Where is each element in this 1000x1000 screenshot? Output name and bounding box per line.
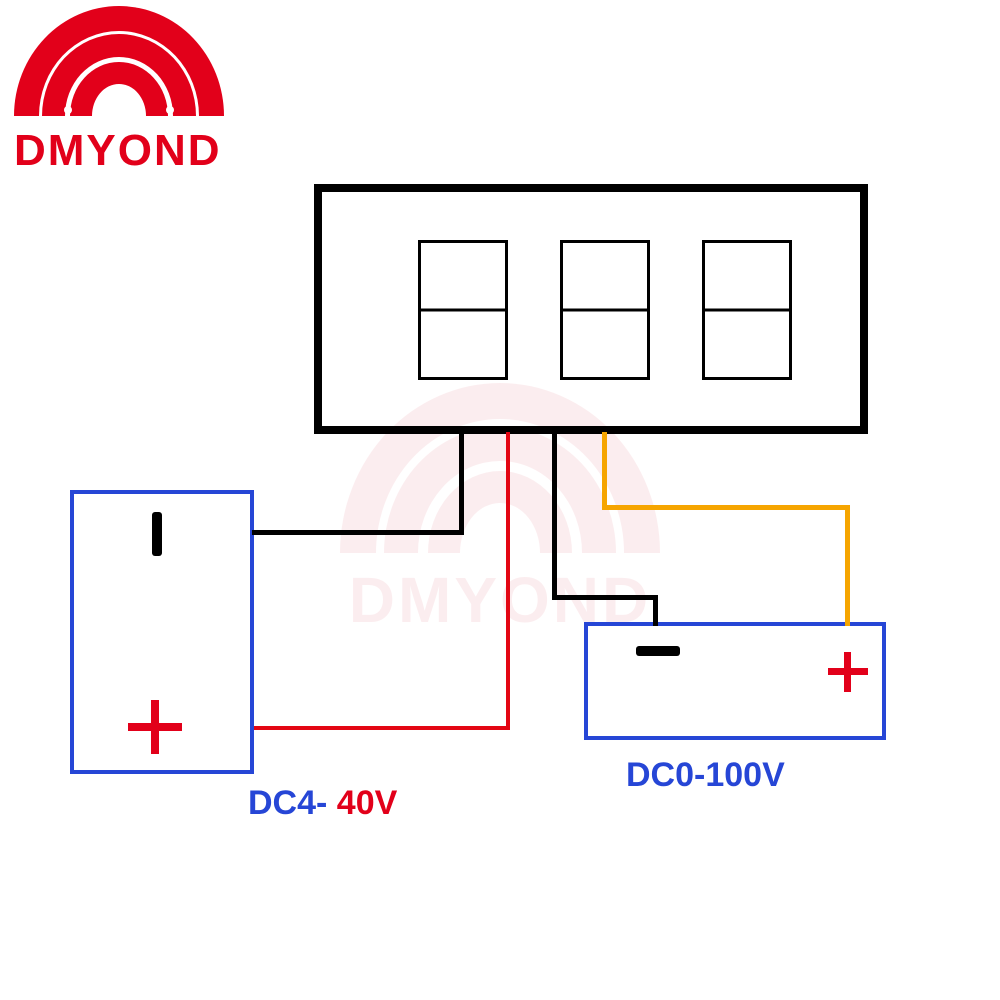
label-dc4-40v: DC4- 40V (248, 784, 397, 823)
label-prefix: DC4- (248, 784, 337, 822)
seven-segment-digit (560, 240, 650, 380)
seven-segment-digit (702, 240, 792, 380)
plus-terminal-icon (828, 652, 868, 692)
minus-terminal-icon (152, 512, 162, 556)
brand-arcs-icon (14, 6, 224, 136)
minus-terminal-icon (636, 646, 680, 656)
brand-name: DMYOND (14, 126, 222, 176)
brand-logo (14, 6, 224, 136)
seven-segment-digit (418, 240, 508, 380)
plus-terminal-icon (128, 700, 182, 754)
label-dc0-100v: DC0-100V (626, 756, 785, 795)
label-value: 40V (337, 784, 398, 822)
